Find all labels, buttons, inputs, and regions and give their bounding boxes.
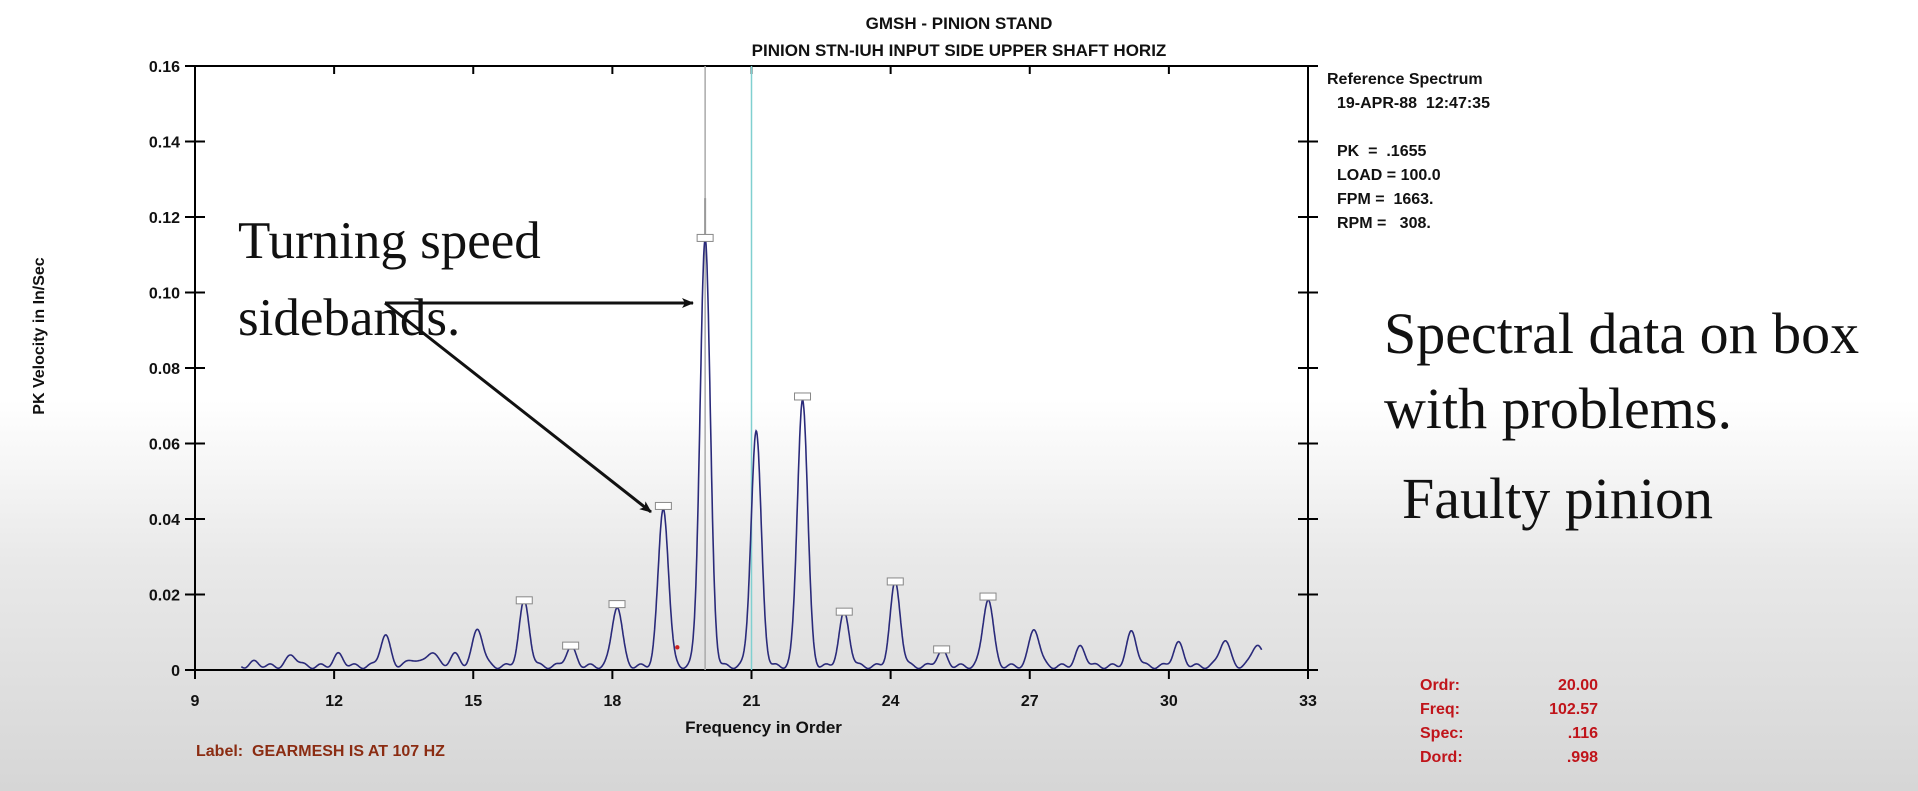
cursor-row-spec: Spec: .116 [1420, 722, 1598, 746]
spectral-data-annotation-line2: with problems. [1384, 376, 1732, 441]
peak-marker [608, 600, 626, 609]
reference-datetime: 19-APR-88 12:47:35 [1337, 95, 1490, 112]
peak-marker [696, 233, 714, 242]
y-axis-label: PK Velocity in In/Sec [31, 257, 48, 414]
y-tick-label: 0 [171, 663, 180, 680]
cursor-key: Freq: [1420, 701, 1460, 718]
peak-marker [515, 596, 533, 605]
y-tick-label: 0.16 [149, 59, 180, 76]
reference-rpm: RPM = 308. [1337, 215, 1431, 232]
peak-marker [933, 645, 951, 654]
x-tick-label: 18 [603, 693, 621, 710]
y-tick-label: 0.10 [149, 286, 180, 303]
peak-marker [979, 592, 997, 601]
sideband-arrow-lower [384, 301, 652, 514]
turning-speed-annotation-line2: sidebands. [238, 289, 461, 347]
y-tick-label: 0.04 [149, 512, 180, 529]
cursor-readout: Ordr: 20.00 Freq: 102.57 Spec: .116 Dord… [1420, 674, 1598, 770]
reference-heading: Reference Spectrum [1327, 71, 1483, 88]
spectrum-label: Label: GEARMESH IS AT 107 HZ [196, 743, 445, 760]
chart-subtitle: PINION STN-IUH INPUT SIDE UPPER SHAFT HO… [751, 41, 1167, 60]
y-tick-label: 0.14 [149, 135, 180, 152]
cursor-value: 20.00 [1557, 677, 1598, 694]
reference-load: LOAD = 100.0 [1337, 167, 1441, 184]
x-axis-label: Frequency in Order [685, 718, 842, 737]
peak-marker [835, 607, 853, 616]
x-tick-label: 24 [882, 693, 900, 710]
cursor-row-freq: Freq: 102.57 [1420, 698, 1598, 722]
x-tick-label: 30 [1160, 693, 1178, 710]
spectral-data-annotation-line1: Spectral data on box [1384, 301, 1860, 366]
reference-pk: PK = .1655 [1337, 143, 1427, 160]
cursor-value: .998 [1566, 749, 1598, 766]
x-tick-label: 21 [743, 693, 761, 710]
y-tick-label: 0.08 [149, 361, 180, 378]
y-tick-label: 0.06 [149, 437, 180, 454]
x-tick-label: 9 [191, 693, 200, 710]
x-tick-label: 33 [1299, 693, 1317, 710]
cursor-row-dord: Dord: .998 [1420, 746, 1598, 770]
y-tick-label: 0.02 [149, 588, 180, 605]
x-tick-label: 12 [325, 693, 343, 710]
peak-marker [886, 577, 904, 586]
cursor-value: .116 [1567, 725, 1598, 742]
cursor-key: Ordr: [1420, 677, 1460, 694]
cursor-key: Dord: [1420, 749, 1463, 766]
spectrum-trace [240, 235, 1263, 670]
cursor-key: Spec: [1420, 725, 1464, 742]
peak-marker [794, 392, 812, 401]
turning-speed-annotation-line1: Turning speed [238, 212, 541, 270]
x-tick-label: 27 [1021, 693, 1039, 710]
y-tick-label: 0.12 [149, 210, 180, 227]
x-tick-label: 15 [464, 693, 482, 710]
peak-marker [562, 641, 580, 650]
cursor-row-ordr: Ordr: 20.00 [1420, 674, 1598, 698]
peak-marker [654, 501, 672, 510]
chart-title: GMSH - PINION STAND [865, 14, 1053, 33]
cursor-value: 102.57 [1549, 701, 1598, 718]
faulty-pinion-annotation: Faulty pinion [1402, 466, 1713, 531]
reference-fpm: FPM = 1663. [1337, 191, 1434, 208]
cursor-dot [675, 645, 680, 650]
